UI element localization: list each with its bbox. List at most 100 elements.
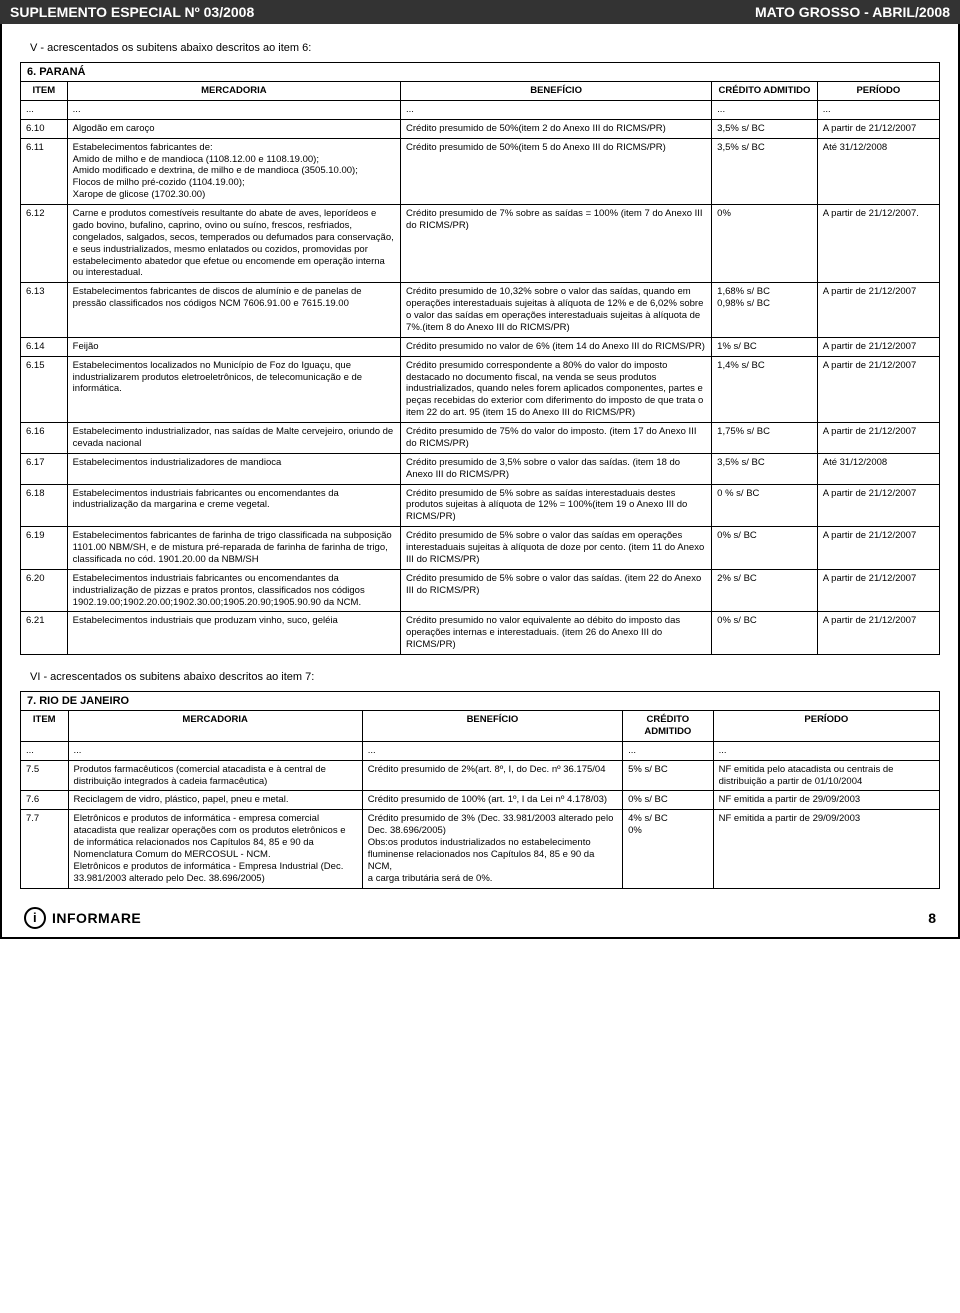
th-credito: CRÉDITO ADMITIDO bbox=[712, 82, 818, 101]
cell-item: 6.15 bbox=[21, 356, 68, 422]
cell-item: 6.14 bbox=[21, 337, 68, 356]
cell-cred: 3,5% s/ BC bbox=[712, 453, 818, 484]
cell-ellipsis: ... bbox=[68, 741, 362, 760]
cell-ellipsis: ... bbox=[712, 100, 818, 119]
table-row: 7.5Produtos farmacêuticos (comercial ata… bbox=[21, 760, 940, 791]
cell-cred: 4% s/ BC 0% bbox=[623, 810, 714, 888]
cell-per: A partir de 21/12/2007 bbox=[817, 527, 939, 570]
cell-per: NF emitida pelo atacadista ou centrais d… bbox=[713, 760, 939, 791]
cell-per: A partir de 21/12/2007 bbox=[817, 119, 939, 138]
cell-item: 6.11 bbox=[21, 138, 68, 204]
table-rio: ITEM MERCADORIA BENEFÍCIO CRÉDITO ADMITI… bbox=[20, 710, 940, 889]
table-row: 6.15Estabelecimentos localizados no Muni… bbox=[21, 356, 940, 422]
table-row: 6.13Estabelecimentos fabricantes de disc… bbox=[21, 283, 940, 338]
section6-group: 7. RIO DE JANEIRO bbox=[20, 691, 940, 710]
cell-cred: 5% s/ BC bbox=[623, 760, 714, 791]
cell-per: A partir de 21/12/2007 bbox=[817, 423, 939, 454]
header-left: SUPLEMENTO ESPECIAL Nº 03/2008 bbox=[10, 4, 254, 20]
header-bar: SUPLEMENTO ESPECIAL Nº 03/2008 MATO GROS… bbox=[0, 0, 960, 24]
cell-item: 6.16 bbox=[21, 423, 68, 454]
cell-item: 6.12 bbox=[21, 205, 68, 283]
table-row: 6.21Estabelecimentos industriais que pro… bbox=[21, 612, 940, 655]
brand-icon: i bbox=[24, 907, 46, 929]
cell-cred: 0 % s/ BC bbox=[712, 484, 818, 527]
cell-merc: Reciclagem de vidro, plástico, papel, pn… bbox=[68, 791, 362, 810]
cell-ellipsis: ... bbox=[817, 100, 939, 119]
cell-ben: Crédito presumido de 50%(item 5 do Anexo… bbox=[401, 138, 712, 204]
cell-merc: Produtos farmacêuticos (comercial atacad… bbox=[68, 760, 362, 791]
cell-per: Até 31/12/2008 bbox=[817, 453, 939, 484]
cell-ben: Crédito presumido correspondente a 80% d… bbox=[401, 356, 712, 422]
table-row: 6.20Estabelecimentos industriais fabrica… bbox=[21, 569, 940, 612]
cell-merc: Algodão em caroço bbox=[67, 119, 400, 138]
cell-item: 6.17 bbox=[21, 453, 68, 484]
cell-per: Até 31/12/2008 bbox=[817, 138, 939, 204]
cell-per: A partir de 21/12/2007 bbox=[817, 612, 939, 655]
cell-cred: 1,68% s/ BC 0,98% s/ BC bbox=[712, 283, 818, 338]
th-item: ITEM bbox=[21, 711, 69, 742]
brand-logo: i INFORMARE bbox=[24, 907, 141, 929]
table-row: 6.19Estabelecimentos fabricantes de fari… bbox=[21, 527, 940, 570]
table-row: 6.10Algodão em caroçoCrédito presumido d… bbox=[21, 119, 940, 138]
th-periodo: PERÍODO bbox=[713, 711, 939, 742]
cell-merc: Estabelecimentos fabricantes de discos d… bbox=[67, 283, 400, 338]
table-parana: ITEM MERCADORIA BENEFÍCIO CRÉDITO ADMITI… bbox=[20, 81, 940, 655]
table-row: 6.17Estabelecimentos industrializadores … bbox=[21, 453, 940, 484]
cell-item: 6.13 bbox=[21, 283, 68, 338]
cell-ben: Crédito presumido de 3,5% sobre o valor … bbox=[401, 453, 712, 484]
cell-merc: Estabelecimentos industrializadores de m… bbox=[67, 453, 400, 484]
th-mercadoria: MERCADORIA bbox=[67, 82, 400, 101]
cell-ben: Crédito presumido de 5% sobre o valor da… bbox=[401, 569, 712, 612]
table-header-row: ITEM MERCADORIA BENEFÍCIO CRÉDITO ADMITI… bbox=[21, 711, 940, 742]
table-row: 6.16Estabelecimento industrializador, na… bbox=[21, 423, 940, 454]
cell-ben: Crédito presumido de 100% (art. 1º, I da… bbox=[362, 791, 622, 810]
cell-item: 6.19 bbox=[21, 527, 68, 570]
cell-per: A partir de 21/12/2007. bbox=[817, 205, 939, 283]
cell-cred: 3,5% s/ BC bbox=[712, 138, 818, 204]
header-right: MATO GROSSO - ABRIL/2008 bbox=[755, 4, 950, 20]
cell-ellipsis: ... bbox=[21, 741, 69, 760]
cell-item: 7.6 bbox=[21, 791, 69, 810]
cell-cred: 1% s/ BC bbox=[712, 337, 818, 356]
cell-ellipsis: ... bbox=[21, 100, 68, 119]
table-row: 7.7Eletrônicos e produtos de informática… bbox=[21, 810, 940, 888]
cell-per: A partir de 21/12/2007 bbox=[817, 356, 939, 422]
cell-cred: 0% bbox=[712, 205, 818, 283]
cell-merc: Estabelecimento industrializador, nas sa… bbox=[67, 423, 400, 454]
cell-ellipsis: ... bbox=[713, 741, 939, 760]
table-row: 7.6Reciclagem de vidro, plástico, papel,… bbox=[21, 791, 940, 810]
cell-ellipsis: ... bbox=[362, 741, 622, 760]
cell-merc: Estabelecimentos industriais que produza… bbox=[67, 612, 400, 655]
cell-per: A partir de 21/12/2007 bbox=[817, 484, 939, 527]
cell-merc: Feijão bbox=[67, 337, 400, 356]
cell-ben: Crédito presumido de 7% sobre as saídas … bbox=[401, 205, 712, 283]
th-mercadoria: MERCADORIA bbox=[68, 711, 362, 742]
th-credito: CRÉDITO ADMITIDO bbox=[623, 711, 714, 742]
cell-item: 7.5 bbox=[21, 760, 69, 791]
cell-per: NF emitida a partir de 29/09/2003 bbox=[713, 810, 939, 888]
cell-cred: 1,75% s/ BC bbox=[712, 423, 818, 454]
cell-merc: Carne e produtos comestíveis resultante … bbox=[67, 205, 400, 283]
cell-ben: Crédito presumido de 10,32% sobre o valo… bbox=[401, 283, 712, 338]
th-beneficio: BENEFÍCIO bbox=[401, 82, 712, 101]
cell-item: 6.20 bbox=[21, 569, 68, 612]
th-periodo: PERÍODO bbox=[817, 82, 939, 101]
table-row: 6.14FeijãoCrédito presumido no valor de … bbox=[21, 337, 940, 356]
cell-item: 6.10 bbox=[21, 119, 68, 138]
table-row: 6.12Carne e produtos comestíveis resulta… bbox=[21, 205, 940, 283]
cell-cred: 0% s/ BC bbox=[623, 791, 714, 810]
cell-merc: Estabelecimentos industriais fabricantes… bbox=[67, 484, 400, 527]
cell-cred: 1,4% s/ BC bbox=[712, 356, 818, 422]
cell-merc: Estabelecimentos fabricantes de farinha … bbox=[67, 527, 400, 570]
page-content: V - acrescentados os subitens abaixo des… bbox=[0, 24, 960, 939]
th-beneficio: BENEFÍCIO bbox=[362, 711, 622, 742]
cell-ellipsis: ... bbox=[623, 741, 714, 760]
cell-per: A partir de 21/12/2007 bbox=[817, 337, 939, 356]
brand-text: INFORMARE bbox=[52, 910, 141, 926]
table-row-ellipsis: ............... bbox=[21, 741, 940, 760]
cell-cred: 0% s/ BC bbox=[712, 612, 818, 655]
page-footer: i INFORMARE 8 bbox=[20, 907, 940, 929]
cell-ben: Crédito presumido no valor de 6% (item 1… bbox=[401, 337, 712, 356]
cell-ellipsis: ... bbox=[67, 100, 400, 119]
cell-ellipsis: ... bbox=[401, 100, 712, 119]
